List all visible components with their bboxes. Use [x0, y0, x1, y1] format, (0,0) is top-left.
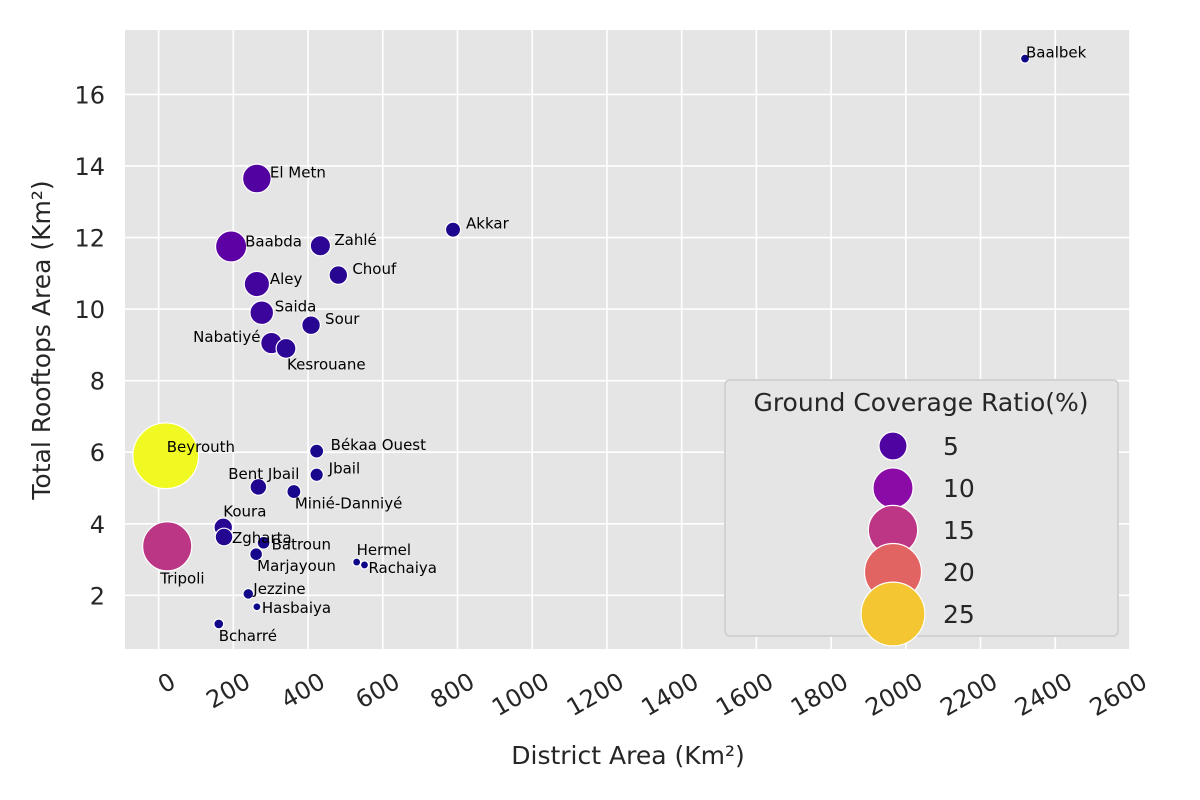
- x-tick-label: 200: [201, 667, 255, 714]
- legend-marker: [878, 431, 908, 461]
- point-label: Hasbaiya: [262, 599, 331, 617]
- data-point: [352, 557, 362, 567]
- y-tick-labels: 2 4 6 8 10 12 14 16: [74, 81, 105, 610]
- point-label: Rachaiya: [368, 559, 436, 577]
- data-point: [309, 235, 332, 257]
- data-point: [241, 163, 272, 194]
- data-point: [309, 443, 325, 459]
- point-labels: Baalbek El Metn Akkar Baabda Zahlé Chouf Aley S…: [159, 44, 1086, 645]
- data-point: [286, 483, 302, 500]
- data-points: [132, 53, 1031, 630]
- point-label: Hermel: [357, 541, 411, 559]
- x-tick-label: 600: [351, 667, 405, 714]
- y-tick-label: 4: [90, 511, 105, 539]
- data-point: [328, 265, 349, 285]
- data-point: [243, 270, 271, 298]
- y-tick-label: 6: [90, 439, 105, 467]
- y-tick-label: 10: [74, 296, 105, 324]
- data-point: [213, 618, 225, 630]
- legend-label: 20: [943, 558, 975, 587]
- x-tick-label: 1000: [487, 667, 554, 722]
- y-tick-label: 8: [90, 368, 105, 396]
- legend-label: 15: [943, 516, 975, 545]
- legend-title: Ground Coverage Ratio(%): [753, 388, 1088, 417]
- x-axis-label: District Area (Km²): [511, 741, 745, 770]
- data-point: [309, 467, 324, 483]
- data-point: [142, 521, 193, 572]
- y-tick-label: 12: [74, 225, 105, 253]
- data-point: [249, 547, 264, 562]
- point-label: Nabatiyé: [193, 328, 260, 346]
- point-label: Békaa Ouest: [331, 436, 426, 454]
- y-axis-label: Total Rooftops Area (Km²): [27, 180, 56, 500]
- point-label: Jbail: [328, 460, 360, 478]
- legend-box: [724, 379, 1119, 637]
- x-tick-label: 1800: [786, 667, 853, 722]
- point-label: Batroun: [272, 536, 331, 554]
- data-point: [214, 230, 248, 263]
- point-label: Kesrouane: [287, 355, 366, 373]
- data-point: [275, 337, 297, 359]
- x-tick-label: 1600: [711, 667, 778, 722]
- point-label: Saida: [275, 298, 317, 316]
- point-label: Baalbek: [1026, 44, 1087, 62]
- x-tick-label: 2600: [1085, 667, 1152, 722]
- data-point: [256, 535, 271, 550]
- x-tick-label: 800: [426, 667, 480, 714]
- y-tick-label: 14: [74, 153, 105, 181]
- legend-label: 10: [943, 474, 975, 503]
- x-tick-label: 1200: [562, 667, 629, 722]
- x-tick-labels: 0 200 400 600 800 1000 1200 1400 1600 1800 2000 220…: [153, 667, 1152, 722]
- point-label: Zgharta: [232, 529, 292, 547]
- x-tick-label: 0: [153, 667, 180, 699]
- data-point: [252, 602, 262, 612]
- data-point: [1019, 53, 1031, 64]
- x-tick-label: 2200: [935, 667, 1002, 722]
- data-point: [249, 300, 275, 326]
- legend-label: 5: [943, 432, 959, 461]
- legend: Ground Coverage Ratio(%) 5 10 15 20 25: [724, 379, 1119, 647]
- point-label: Sour: [325, 310, 360, 328]
- legend-entries: 5 10 15 20 25: [860, 431, 975, 647]
- legend-marker: [872, 467, 914, 509]
- legend-marker: [860, 581, 926, 647]
- point-label: Baabda: [245, 232, 302, 250]
- point-label: Koura: [223, 502, 266, 520]
- data-point: [359, 560, 370, 570]
- point-label: Akkar: [466, 215, 510, 233]
- legend-label: 25: [943, 600, 975, 629]
- x-tick-label: 400: [276, 667, 330, 714]
- y-tick-label: 2: [90, 582, 105, 610]
- x-tick-label: 1400: [637, 667, 704, 722]
- point-label: Bent Jbail: [228, 465, 299, 483]
- point-label: Bcharré: [219, 627, 277, 645]
- data-point: [301, 315, 321, 336]
- point-label: Jezzine: [252, 580, 305, 598]
- point-label: Beyrouth: [167, 438, 235, 456]
- data-point: [249, 477, 268, 496]
- x-tick-label: 2400: [1010, 667, 1077, 722]
- point-label: Zahlé: [334, 231, 376, 249]
- data-point: [214, 527, 234, 547]
- data-point: [132, 422, 200, 490]
- point-label: Minié-Danniyé: [295, 495, 402, 513]
- point-label: Tripoli: [159, 569, 204, 587]
- data-point: [242, 587, 255, 600]
- point-label: Marjayoun: [257, 557, 336, 575]
- point-label: El Metn: [270, 163, 326, 181]
- y-tick-label: 16: [74, 81, 105, 109]
- point-label: Aley: [270, 270, 303, 288]
- data-point: [444, 221, 462, 238]
- x-tick-label: 2000: [861, 667, 928, 722]
- point-label: Chouf: [352, 260, 397, 278]
